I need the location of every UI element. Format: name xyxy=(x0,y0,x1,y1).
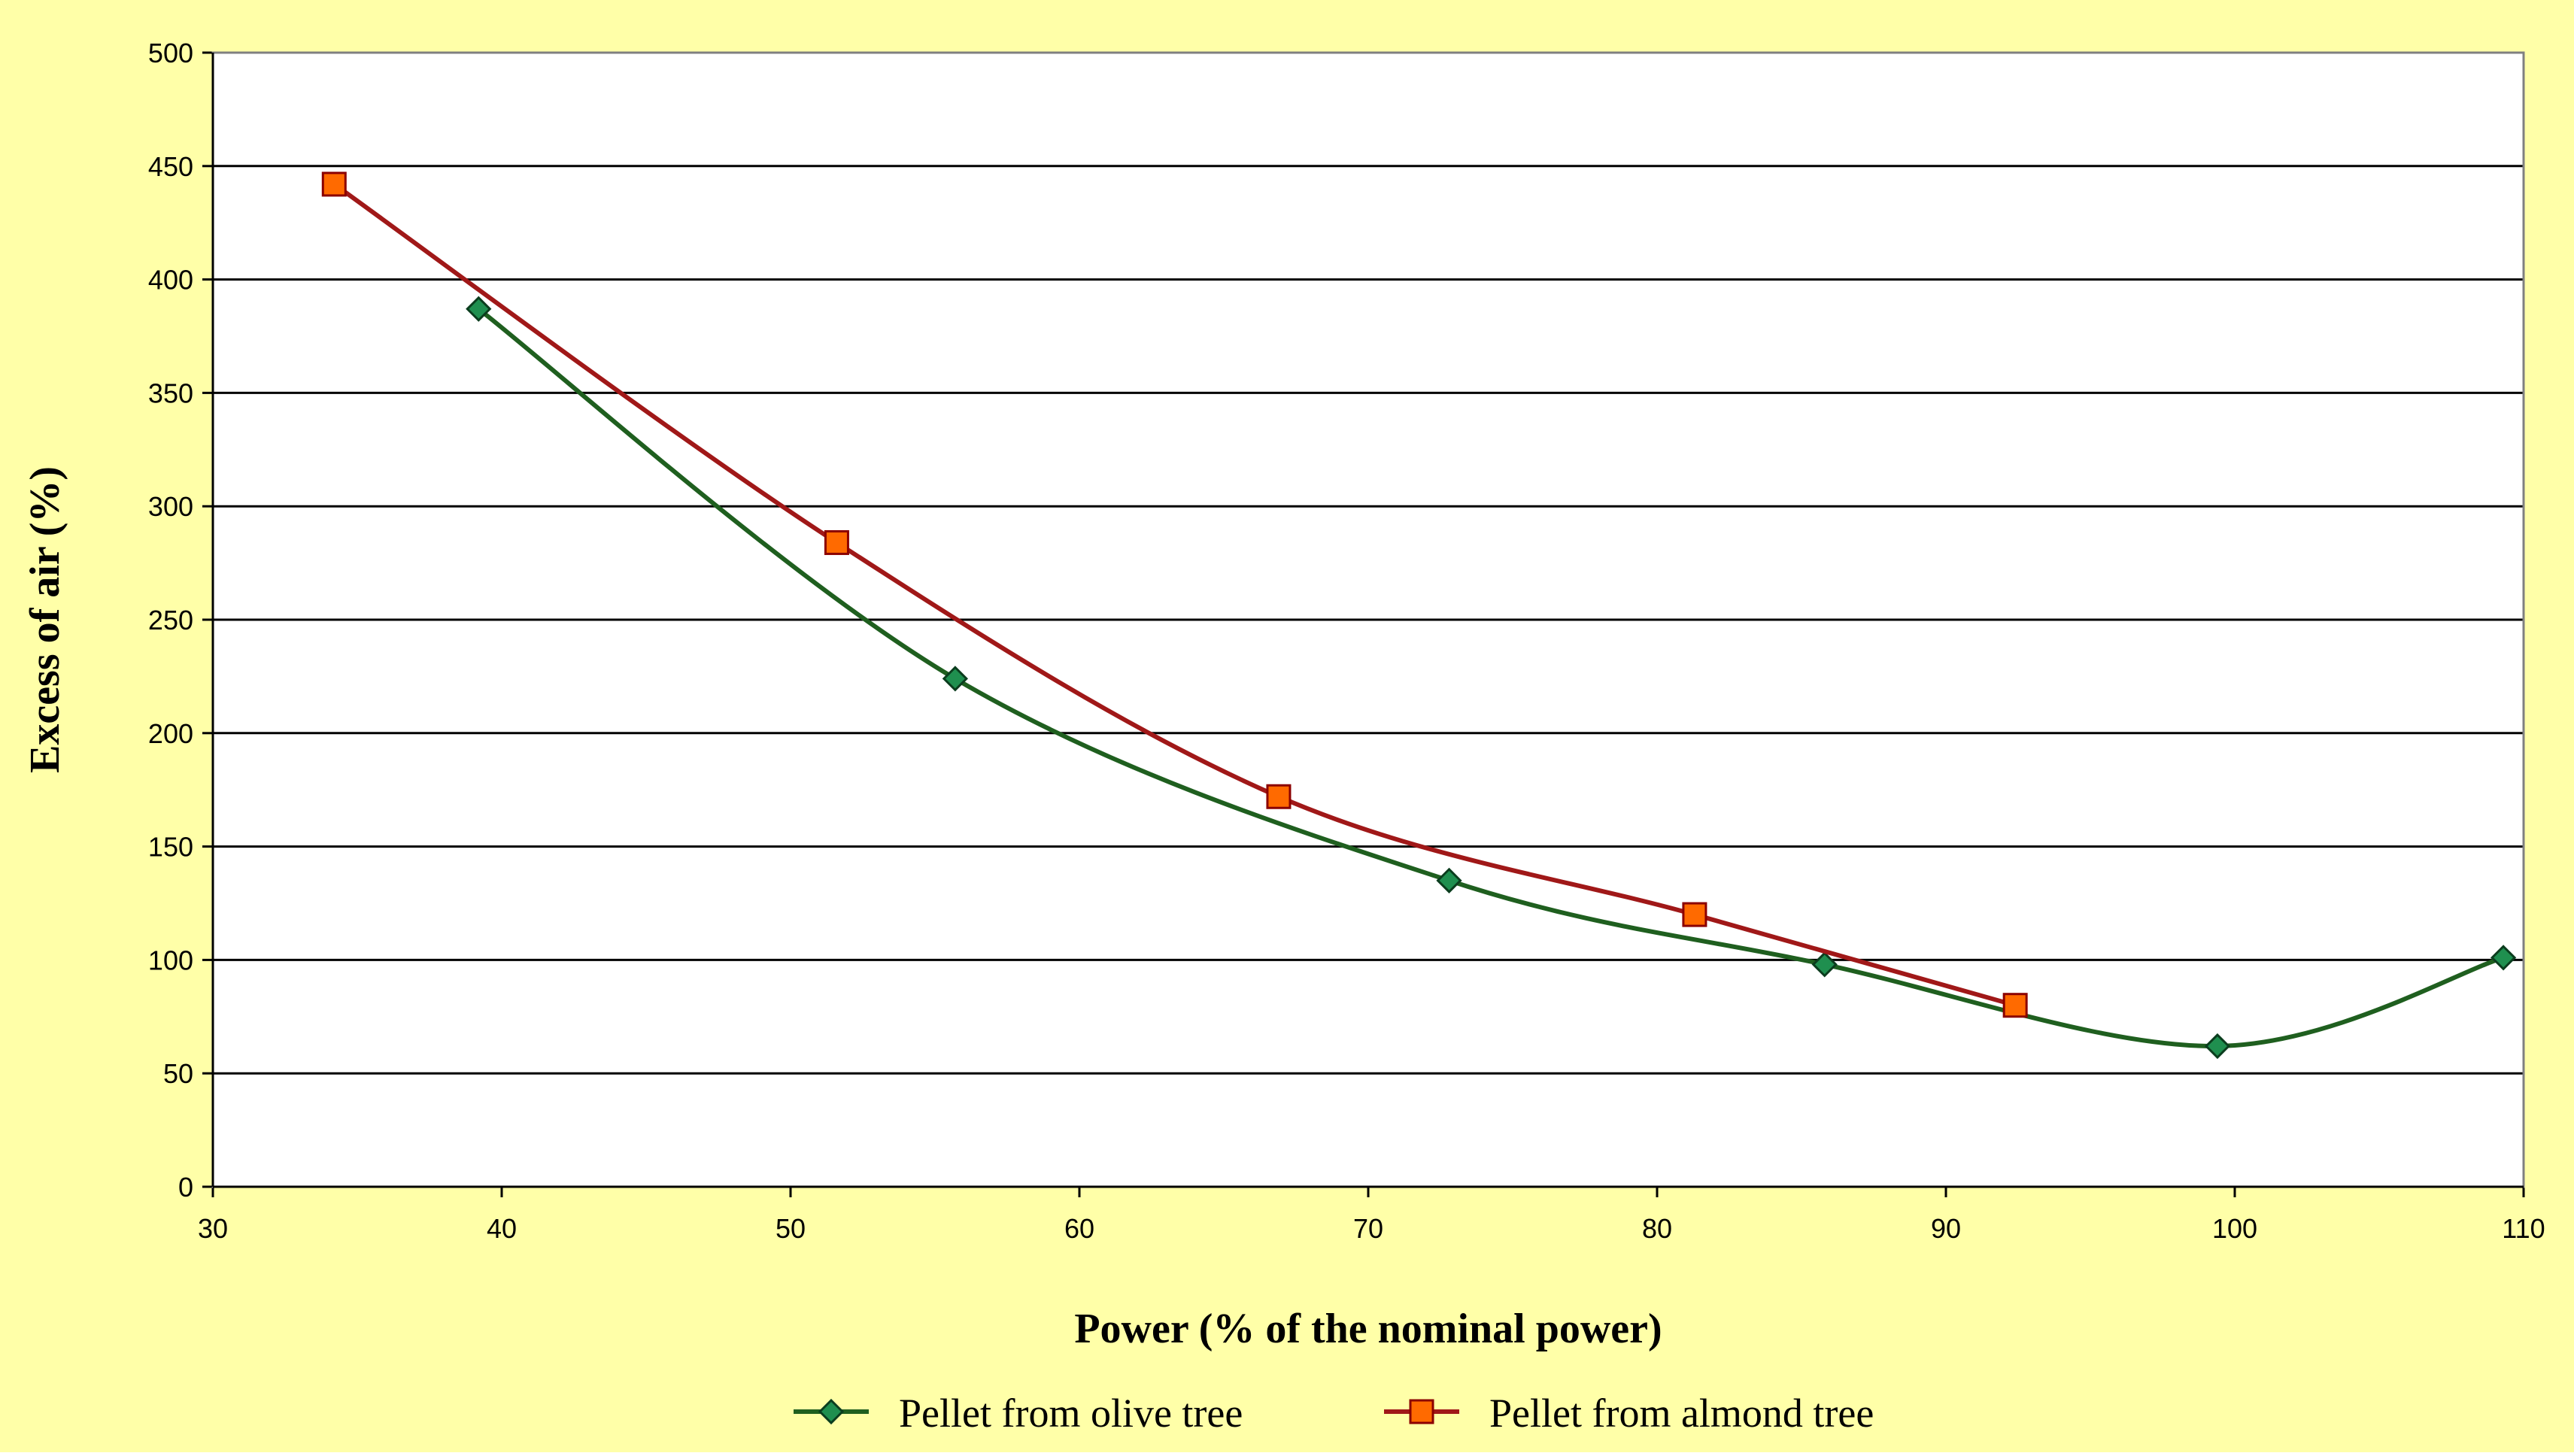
point-olive-5 xyxy=(2490,945,2517,971)
legend-marker-almond xyxy=(1409,1399,1434,1424)
gridlines xyxy=(213,51,2524,1075)
axes xyxy=(202,51,2525,1197)
x-tick-label-110: 110 xyxy=(2502,1213,2545,1244)
x-tick-label-100: 100 xyxy=(2212,1213,2257,1244)
point-olive-0 xyxy=(466,296,492,322)
point-almond-0 xyxy=(321,171,347,197)
y-tick-label-0: 0 xyxy=(178,1172,193,1203)
y-tick-label-500: 500 xyxy=(148,38,193,68)
point-olive-2 xyxy=(1436,867,1462,893)
x-tick-label-40: 40 xyxy=(487,1213,517,1244)
y-axis-title: Excess of air (%) xyxy=(22,466,68,773)
y-tick-label-450: 450 xyxy=(148,151,193,182)
y-tick-label-350: 350 xyxy=(148,378,193,408)
point-almond-2 xyxy=(1266,784,1292,809)
legend: Pellet from olive tree Pellet from almon… xyxy=(794,1391,1874,1436)
y-tick-label-200: 200 xyxy=(148,718,193,749)
x-tick-label-30: 30 xyxy=(198,1213,228,1244)
series-olive xyxy=(466,296,2517,1060)
y-tick-label-50: 50 xyxy=(163,1058,193,1089)
x-tick-label-60: 60 xyxy=(1064,1213,1094,1244)
point-almond-1 xyxy=(824,529,849,555)
point-almond-3 xyxy=(1682,902,1707,927)
legend-marker-olive xyxy=(818,1398,845,1425)
legend-item-olive: Pellet from olive tree xyxy=(794,1391,1243,1436)
y-tick-label-150: 150 xyxy=(148,832,193,863)
x-tick-label-80: 80 xyxy=(1642,1213,1672,1244)
y-tick-label-400: 400 xyxy=(148,265,193,296)
y-tick-label-250: 250 xyxy=(148,605,193,635)
x-tick-label-70: 70 xyxy=(1353,1213,1383,1244)
series-almond xyxy=(321,171,2028,1018)
x-axis-title: Power (% of the nominal power) xyxy=(1074,1306,1662,1352)
x-tick-label-90: 90 xyxy=(1931,1213,1961,1244)
tick-labels: 0 50 100 150 200 250 300 350 400 450 500 30 40 50 60 70… xyxy=(148,38,2545,1244)
point-olive-3 xyxy=(1811,951,1838,978)
y-tick-label-100: 100 xyxy=(148,945,193,975)
y-tick-label-300: 300 xyxy=(148,491,193,522)
x-tick-label-50: 50 xyxy=(776,1213,806,1244)
series-layer xyxy=(321,171,2517,1060)
legend-label-olive: Pellet from olive tree xyxy=(899,1391,1243,1436)
legend-label-almond: Pellet from almond tree xyxy=(1489,1391,1874,1436)
legend-item-almond: Pellet from almond tree xyxy=(1384,1391,1874,1436)
point-olive-1 xyxy=(942,666,969,692)
point-almond-4 xyxy=(2002,993,2028,1018)
point-olive-4 xyxy=(2204,1033,2231,1060)
series-line-almond xyxy=(332,182,2016,1008)
